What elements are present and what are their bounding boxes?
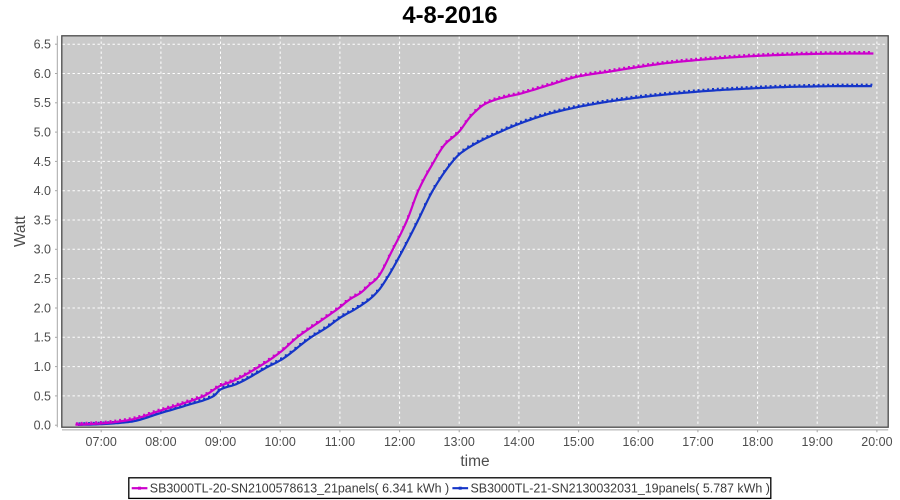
svg-text:15:00: 15:00 — [563, 435, 594, 449]
svg-text:12:00: 12:00 — [384, 435, 415, 449]
svg-text:09:00: 09:00 — [205, 435, 236, 449]
svg-text:11:00: 11:00 — [325, 435, 355, 449]
svg-text:6.0: 6.0 — [34, 67, 51, 81]
svg-text:10:00: 10:00 — [265, 435, 296, 449]
svg-text:08:00: 08:00 — [145, 435, 176, 449]
svg-text:18:00: 18:00 — [742, 435, 773, 449]
svg-text:16:00: 16:00 — [623, 435, 654, 449]
svg-text:4.5: 4.5 — [34, 155, 51, 169]
svg-text:2.5: 2.5 — [34, 272, 51, 286]
svg-text:time: time — [460, 453, 489, 470]
svg-text:1.5: 1.5 — [34, 331, 51, 345]
svg-text:14:00: 14:00 — [503, 435, 534, 449]
svg-text:13:00: 13:00 — [444, 435, 475, 449]
svg-text:SB3000TL-21-SN2130032031_19pan: SB3000TL-21-SN2130032031_19panels( 5.787… — [471, 481, 770, 495]
svg-text:6.5: 6.5 — [34, 38, 51, 52]
svg-text:SB3000TL-20-SN2100578613_21pan: SB3000TL-20-SN2100578613_21panels( 6.341… — [150, 481, 449, 495]
svg-text:07:00: 07:00 — [86, 435, 117, 449]
svg-text:3.0: 3.0 — [34, 243, 51, 257]
svg-text:17:00: 17:00 — [682, 435, 713, 449]
svg-text:19:00: 19:00 — [802, 435, 833, 449]
svg-text:1.0: 1.0 — [34, 360, 51, 374]
svg-text:5.5: 5.5 — [34, 96, 51, 110]
svg-text:5.0: 5.0 — [34, 126, 51, 140]
svg-text:3.5: 3.5 — [34, 213, 51, 227]
svg-text:20:00: 20:00 — [861, 435, 892, 449]
svg-text:0.0: 0.0 — [34, 419, 51, 433]
svg-text:4.0: 4.0 — [34, 184, 51, 198]
svg-text:4-8-2016: 4-8-2016 — [402, 2, 497, 29]
svg-text:2.0: 2.0 — [34, 301, 51, 315]
svg-text:Watt: Watt — [12, 215, 29, 247]
svg-text:0.5: 0.5 — [34, 389, 51, 403]
